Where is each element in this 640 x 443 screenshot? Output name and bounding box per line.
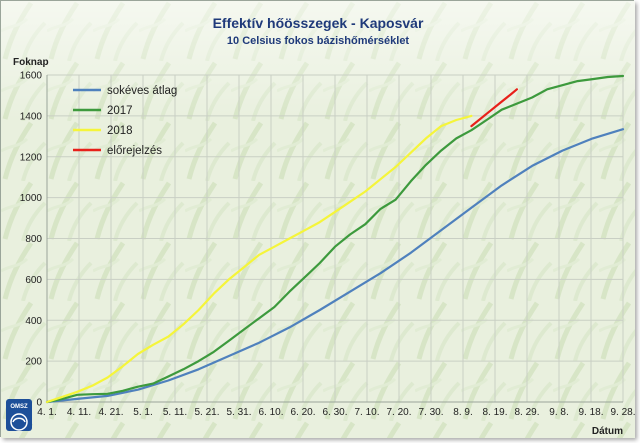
x-tick-label: 5. 21. xyxy=(194,407,219,418)
x-tick-label: 9. 28. xyxy=(610,407,635,418)
chart-subtitle: 10 Celsius fokos bázishőmérséklet xyxy=(227,35,410,47)
x-tick-label: 7. 10. xyxy=(354,407,379,418)
legend-label: előrejelzés xyxy=(107,145,162,157)
chart-canvas: Effektív hőösszegek - Kaposvár 10 Celsiu… xyxy=(1,1,635,438)
y-tick-label: 1400 xyxy=(20,111,43,122)
x-tick-label: 5. 31. xyxy=(226,407,251,418)
series-line-0 xyxy=(45,128,625,404)
omsz-logo: OMSZ xyxy=(6,399,32,431)
y-tick-label: 400 xyxy=(25,316,42,327)
y-tick-label: 1200 xyxy=(20,152,43,163)
series-line-3 xyxy=(470,88,519,128)
y-tick-labels: 0 200 400 600 800 1000 1200 1400 1600 xyxy=(20,71,43,409)
y-axis-label: Foknap xyxy=(13,57,49,68)
x-tick-label: 8. 9. xyxy=(453,407,472,418)
background-fade xyxy=(1,1,635,121)
x-tick-label: 5. 1. xyxy=(133,407,152,418)
x-tick-label: 4. 11. xyxy=(67,407,91,418)
x-tick-label: 6. 20. xyxy=(290,407,315,418)
grid-lines xyxy=(46,74,624,403)
x-tick-label: 9. 18. xyxy=(578,407,603,418)
legend-label: 2017 xyxy=(107,105,133,117)
y-tick-label: 200 xyxy=(25,357,42,368)
series-lines xyxy=(45,74,625,404)
x-tick-label: 8. 19. xyxy=(482,407,507,418)
legend-label: sokéves átlag xyxy=(107,85,177,97)
logo-text: OMSZ xyxy=(10,404,28,410)
x-tick-label: 4. 21. xyxy=(98,407,123,418)
y-tick-label: 800 xyxy=(25,234,42,245)
chart-title: Effektív hőösszegek - Kaposvár xyxy=(213,15,424,31)
x-tick-label: 6. 10. xyxy=(258,407,283,418)
x-tick-label: 7. 30. xyxy=(418,407,443,418)
x-axis-label: Dátum xyxy=(592,426,623,437)
y-tick-label: 0 xyxy=(36,398,42,409)
x-tick-label: 4. 1. xyxy=(37,407,56,418)
legend-label: 2018 xyxy=(107,125,133,137)
x-tick-labels: 4. 1. 4. 11. 4. 21. 5. 1. 5. 11. 5. 21. 5. 31.… xyxy=(37,407,635,418)
y-tick-label: 1000 xyxy=(20,193,43,204)
swirl-icon xyxy=(10,413,28,431)
x-tick-label: 6. 30. xyxy=(322,407,347,418)
x-tick-label: 7. 20. xyxy=(386,407,411,418)
x-tick-label: 9. 8. xyxy=(549,407,568,418)
series-line-1 xyxy=(45,74,625,404)
legend: sokéves átlag 2017 2018 előrejelzés xyxy=(73,85,177,157)
x-tick-label: 5. 11. xyxy=(163,407,187,418)
y-tick-label: 600 xyxy=(25,275,42,286)
y-tick-label: 1600 xyxy=(20,71,43,82)
series-line-2 xyxy=(45,114,473,404)
x-tick-label: 8. 29. xyxy=(514,407,539,418)
